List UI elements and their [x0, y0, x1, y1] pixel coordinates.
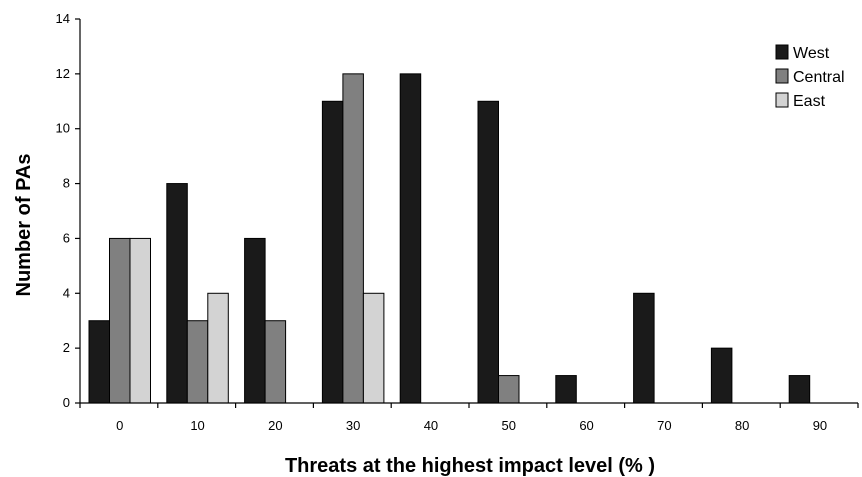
bar-west-90: [788, 375, 811, 404]
x-tick-label: 70: [657, 418, 671, 433]
x-tick-label: 10: [190, 418, 204, 433]
bar-west-0: [88, 320, 110, 404]
x-tick-label: 0: [116, 418, 123, 433]
x-axis-ticks: 0 10 20 30 40 50 60 70 80 90: [79, 403, 859, 433]
bar-east-30: [362, 292, 385, 404]
y-tick-label: 10: [56, 121, 70, 136]
bar-west-70: [633, 292, 655, 404]
bar-west-30: [321, 100, 344, 404]
bar-central-30: [342, 73, 364, 404]
legend-swatch-central: [775, 68, 789, 84]
x-tick-label: 30: [346, 418, 360, 433]
bar-central-0: [109, 237, 131, 404]
bar-central-10: [186, 320, 209, 404]
bar-east-10: [207, 292, 229, 404]
y-tick-label: 12: [56, 66, 70, 81]
y-tick-label: 6: [63, 230, 70, 245]
bar-west-60: [555, 375, 577, 404]
y-tick-label: 0: [63, 395, 70, 410]
bar-west-40: [399, 73, 422, 404]
y-axis-ticks: 0 2 4 6 8 10 12 14: [56, 11, 80, 410]
x-axis-title: Threats at the highest impact level (% ): [285, 455, 655, 477]
legend-label-central: Central: [793, 69, 845, 86]
legend-label-east: East: [793, 93, 826, 110]
legend-swatch-east: [775, 92, 789, 108]
x-tick-label: 40: [424, 418, 438, 433]
y-tick-label: 2: [63, 340, 70, 355]
bar-central-50: [498, 375, 520, 404]
bar-east-0: [129, 237, 151, 404]
bar-west-80: [710, 347, 733, 404]
bar-central-20: [264, 320, 287, 404]
y-tick-label: 14: [56, 11, 70, 26]
bar-west-50: [477, 100, 499, 404]
legend-swatch-west: [775, 44, 789, 60]
bar-west-10: [166, 183, 188, 404]
y-tick-label: 8: [63, 176, 70, 191]
legend: West Central East: [775, 44, 845, 110]
x-tick-label: 90: [813, 418, 827, 433]
x-tick-label: 60: [579, 418, 593, 433]
x-tick-label: 80: [735, 418, 749, 433]
x-tick-label: 20: [268, 418, 282, 433]
bar-west-20: [244, 237, 266, 404]
x-tick-label: 50: [502, 418, 516, 433]
y-tick-label: 4: [63, 285, 70, 300]
bars-group: [88, 73, 811, 404]
y-axis-title: Number of PAs: [13, 154, 35, 297]
legend-label-west: West: [793, 45, 830, 62]
